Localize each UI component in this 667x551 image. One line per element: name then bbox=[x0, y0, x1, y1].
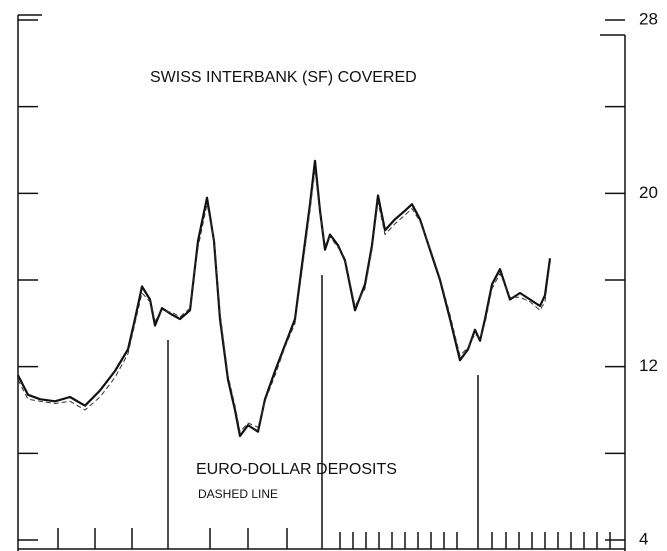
y-tick-label: 4 bbox=[639, 529, 648, 548]
y-tick-label: 12 bbox=[639, 356, 658, 375]
y-tick-label: 28 bbox=[639, 9, 658, 28]
y-tick-label: 20 bbox=[639, 183, 658, 202]
annotation: EURO-DOLLAR DEPOSITS bbox=[196, 461, 397, 478]
line-series bbox=[17, 169, 551, 433]
frame bbox=[17, 14, 626, 551]
annotation: DASHED LINE bbox=[198, 487, 278, 501]
chart-title: SWISS INTERBANK (SF) COVERED bbox=[150, 69, 417, 86]
line-series bbox=[17, 159, 552, 438]
